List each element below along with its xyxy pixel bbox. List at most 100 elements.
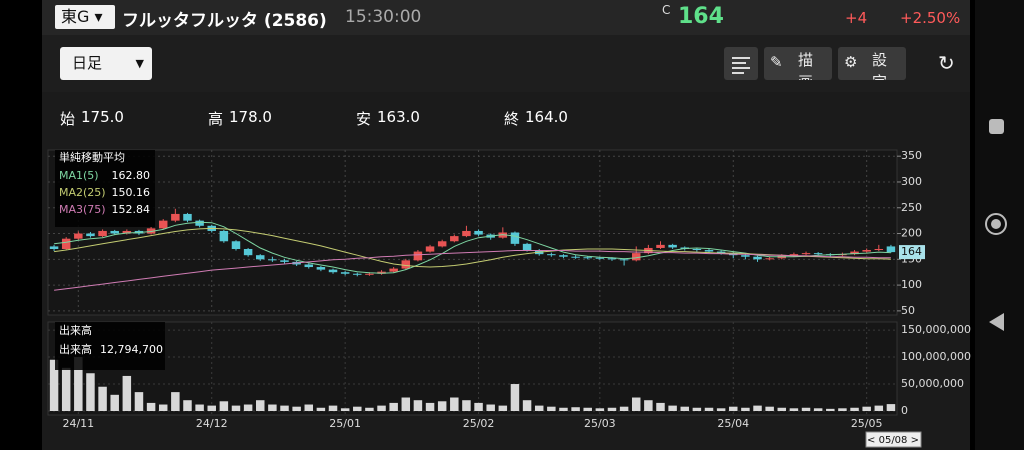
candle-body xyxy=(547,254,556,256)
volume-bar xyxy=(450,397,459,411)
legend-value: 152.84 xyxy=(112,203,151,216)
volume-legend-name: 出来高 xyxy=(59,342,92,356)
candle-body xyxy=(183,213,192,221)
candle-body xyxy=(243,249,253,256)
candle-body xyxy=(110,230,119,234)
stock-name: フルッタフルッタ (2586) xyxy=(122,11,327,31)
ma-line xyxy=(54,227,891,268)
candle-body xyxy=(413,251,423,261)
candle-body xyxy=(450,236,459,242)
nav-back[interactable] xyxy=(989,313,1004,331)
candle-body xyxy=(98,230,107,237)
y-tick-label: 100 xyxy=(901,278,922,291)
indicator-button[interactable] xyxy=(724,47,758,80)
market-select[interactable]: 東G ▾ xyxy=(55,5,115,29)
settings-button[interactable]: ⚙設定 xyxy=(838,47,906,80)
volume-bar xyxy=(850,407,859,411)
x-tick-label: 25/05 xyxy=(851,417,883,430)
volume-bar xyxy=(437,401,447,411)
volume-bar xyxy=(862,406,871,411)
volume-bar xyxy=(243,404,253,411)
candle-body xyxy=(813,253,823,255)
volume-bar xyxy=(729,406,738,411)
nav-home[interactable] xyxy=(985,213,1007,235)
volume-bar xyxy=(631,397,641,411)
volume-panel xyxy=(47,321,898,416)
volume-bar xyxy=(644,400,653,411)
candle-body xyxy=(510,232,520,244)
volume-bar xyxy=(619,406,629,411)
volume-bar xyxy=(607,407,617,411)
volume-bar xyxy=(219,401,229,411)
candle-body xyxy=(122,230,132,234)
volume-bar xyxy=(171,392,180,411)
header-bar xyxy=(42,0,970,35)
candle-body xyxy=(668,244,677,248)
candle-body xyxy=(765,258,774,260)
volume-bar xyxy=(316,407,326,411)
draw-button[interactable]: ✎描画 xyxy=(764,47,832,80)
volume-bar xyxy=(86,373,95,411)
candle-body xyxy=(571,256,580,258)
volume-legend-box xyxy=(55,322,165,370)
summary-value: 175.0 xyxy=(81,108,124,126)
candle-body xyxy=(595,257,605,259)
volume-bar xyxy=(583,407,592,411)
y-tick-label: 50 xyxy=(901,304,915,317)
candle-body xyxy=(219,230,229,242)
change: +4 xyxy=(845,9,868,27)
candle-body xyxy=(559,255,568,257)
candle-body xyxy=(607,258,617,260)
period-select[interactable]: 日足 ▼ xyxy=(60,47,152,80)
refresh-button[interactable]: ↻ xyxy=(938,51,955,75)
volume-bar xyxy=(98,386,107,411)
volume-bar xyxy=(704,407,714,411)
volume-bar xyxy=(340,408,350,411)
settings-label: 設定 xyxy=(872,51,888,80)
candle-body xyxy=(874,249,884,251)
volume-bar xyxy=(353,406,362,411)
volume-bar xyxy=(146,402,156,411)
change-percent: +2.50% xyxy=(900,9,961,27)
volume-title: 出来高 xyxy=(59,323,92,337)
volume-bar xyxy=(292,406,301,411)
candle-body xyxy=(171,213,180,221)
volume-bar xyxy=(522,400,532,411)
candle-body xyxy=(74,233,83,239)
candle-body xyxy=(741,255,750,257)
summary-value: 178.0 xyxy=(229,108,272,126)
volume-bar xyxy=(304,404,314,411)
x-tick-label: 25/03 xyxy=(584,417,616,430)
x-tick-label: 25/02 xyxy=(463,417,495,430)
candle-body xyxy=(304,264,314,268)
candle-body xyxy=(365,273,374,275)
volume-bar xyxy=(656,402,665,411)
volume-bar xyxy=(801,407,811,411)
summary-value: 163.0 xyxy=(377,108,420,126)
volume-bar xyxy=(498,405,508,411)
candle-body xyxy=(862,250,871,252)
summary-label: 安 xyxy=(356,110,372,128)
candle-body xyxy=(256,255,265,260)
candle-body xyxy=(425,246,435,252)
summary-value: 164.0 xyxy=(525,108,568,126)
date-tooltip-box xyxy=(865,431,922,448)
last-price-box xyxy=(899,245,925,260)
volume-bar xyxy=(789,408,799,411)
candle-body xyxy=(850,251,859,255)
ma-line xyxy=(54,250,891,291)
legend-value: 162.80 xyxy=(112,169,151,182)
volume-bar xyxy=(328,405,338,411)
volume-bar xyxy=(425,402,435,411)
volume-bar xyxy=(268,404,277,411)
nav-recent[interactable] xyxy=(989,119,1004,134)
volume-bar xyxy=(158,404,168,411)
time: 15:30:00 xyxy=(345,7,422,27)
legend-name: MA1(5) xyxy=(59,169,99,182)
summary-label: 終 xyxy=(504,110,520,128)
candle-body xyxy=(789,254,799,256)
volume-bar xyxy=(886,404,896,411)
volume-bar xyxy=(680,406,689,411)
